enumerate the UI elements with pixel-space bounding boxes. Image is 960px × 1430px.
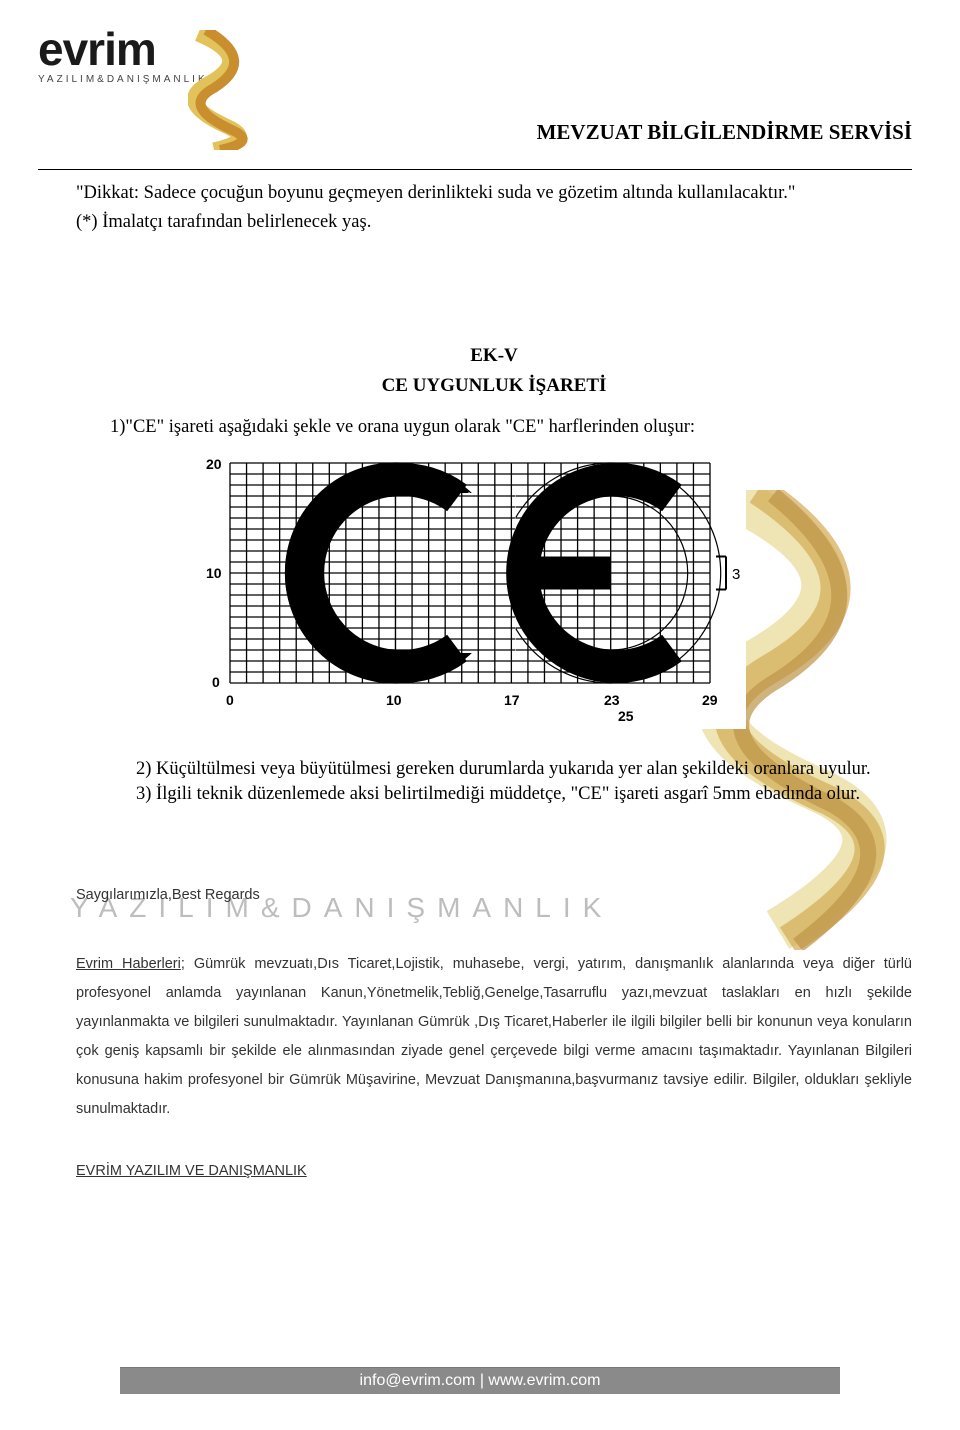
xtick-23: 23	[604, 692, 620, 708]
news-body: ; Gümrük mevzuatı,Dıs Ticaret,Lojistik, …	[76, 956, 912, 1117]
regards-text: Saygılarımızla,Best Regards	[76, 886, 912, 904]
footer-sep: |	[475, 1372, 488, 1389]
ytick-10: 10	[206, 565, 222, 581]
xtick-25: 25	[618, 708, 634, 724]
ce-mark-figure: 3 20 10 0 0 10 17 23 25 29	[186, 449, 912, 736]
section-title: CE UYGUNLUK İŞARETİ	[76, 374, 912, 398]
item-1-text: 1)"CE" işareti aşağıdaki şekle ve orana …	[110, 416, 912, 439]
logo: evrim YAZILIM&DANIŞMANLIK	[38, 22, 238, 85]
warning-text: "Dikkat: Sadece çocuğun boyunu geçmeyen …	[76, 182, 912, 205]
footnote-text: (*) İmalatçı tarafından belirlenecek yaş…	[76, 211, 912, 234]
xtick-17: 17	[504, 692, 520, 708]
news-paragraph: Evrim Haberleri; Gümrük mevzuatı,Dıs Tic…	[76, 950, 912, 1124]
footer: info@evrim.com | www.evrim.com	[0, 1367, 960, 1394]
document-body: "Dikkat: Sadece çocuğun boyunu geçmeyen …	[0, 170, 960, 1181]
item-3-text: 3) İlgili teknik düzenlemede aksi belirt…	[76, 783, 912, 806]
xtick-10: 10	[386, 692, 402, 708]
document-header: evrim YAZILIM&DANIŞMANLIK MEVZUAT BİLGİL…	[38, 0, 912, 170]
company-name: EVRİM YAZILIM VE DANIŞMANLIK	[76, 1162, 912, 1180]
page-title: MEVZUAT BİLGİLENDİRME SERVİSİ	[537, 120, 912, 145]
item-2-text: 2) Küçültülmesi veya büyütülmesi gereken…	[76, 758, 912, 781]
footer-email: info@evrim.com	[360, 1372, 476, 1389]
section-code: EK-V	[76, 344, 912, 368]
xtick-29: 29	[702, 692, 718, 708]
news-lead: Evrim Haberleri	[76, 956, 181, 972]
xtick-0: 0	[226, 692, 234, 708]
bracket-label: 3	[732, 566, 740, 583]
logo-ribbon-icon	[188, 30, 258, 150]
ytick-0: 0	[212, 674, 220, 690]
footer-url: www.evrim.com	[488, 1372, 600, 1389]
ytick-20: 20	[206, 456, 222, 472]
